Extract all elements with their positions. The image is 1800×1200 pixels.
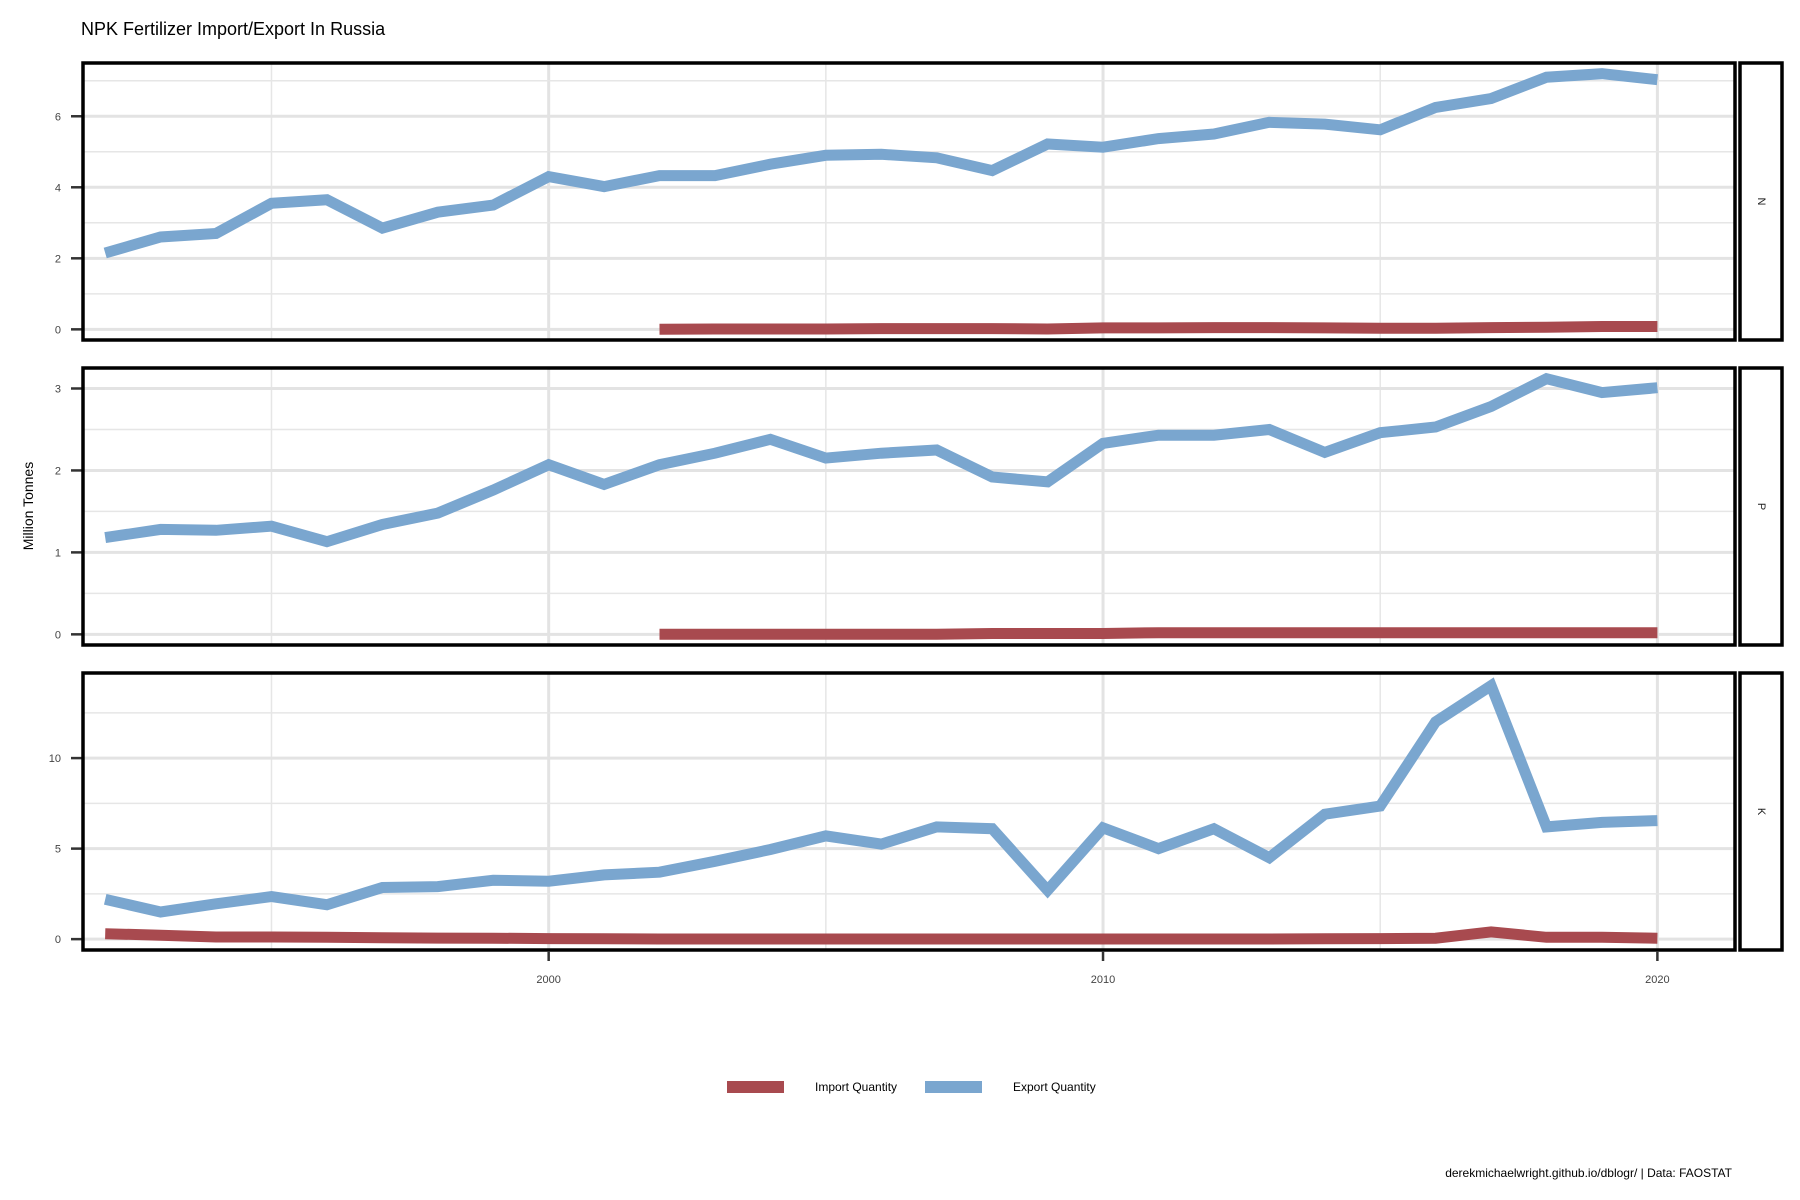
caption: derekmichaelwright.github.io/dblogr/ | D…	[1445, 1166, 1732, 1180]
y-tick-label: 3	[55, 383, 61, 395]
chart-title: NPK Fertilizer Import/Export In Russia	[81, 19, 386, 39]
y-tick-label: 0	[55, 934, 61, 946]
panel-k: 0 5 10 K	[49, 671, 1784, 952]
y-tick-label: 2	[55, 465, 61, 477]
legend-label-import: Import Quantity	[815, 1080, 897, 1094]
series-import-p	[659, 627, 1658, 640]
y-tick-label: 6	[55, 111, 61, 123]
series-import-k	[105, 926, 1658, 945]
panel-n: 0 2 4 6 N	[55, 61, 1784, 342]
facet-strip-label: P	[1755, 503, 1767, 510]
panel-border	[81, 366, 1737, 647]
series-import-n	[659, 321, 1658, 335]
y-tick-label: 4	[55, 182, 61, 194]
facet-strip-label: K	[1755, 808, 1767, 816]
y-tick-label: 2	[55, 253, 61, 265]
y-tick-label: 0	[55, 629, 61, 641]
panel-border	[81, 61, 1737, 342]
x-tick-label: 2010	[1091, 974, 1115, 986]
facet-strip	[1738, 366, 1784, 647]
legend: Import Quantity Export Quantity	[727, 1080, 1096, 1094]
y-tick-label: 10	[49, 753, 61, 765]
y-tick-label: 0	[55, 324, 61, 336]
x-axis: 2000 2010 2020	[536, 951, 1670, 986]
facet-strip	[1738, 61, 1784, 342]
panel-p: 0 1 2 3 P	[55, 366, 1784, 647]
facet-strip-label: N	[1755, 198, 1767, 206]
y-tick-label: 5	[55, 844, 61, 856]
y-axis-label: Million Tonnes	[20, 462, 36, 550]
x-tick-label: 2020	[1645, 974, 1669, 986]
facet-strip	[1738, 671, 1784, 952]
x-tick-label: 2000	[536, 974, 560, 986]
series-export-p	[104, 372, 1658, 548]
panel-border	[81, 671, 1737, 952]
legend-label-export: Export Quantity	[1013, 1080, 1096, 1094]
facet-panels: 0 2 4 6 N 0 1 2 3 P 0 5 10 K	[49, 61, 1784, 952]
y-tick-label: 1	[55, 547, 61, 559]
series-export-n	[103, 68, 1658, 259]
series-export-k	[103, 677, 1658, 918]
